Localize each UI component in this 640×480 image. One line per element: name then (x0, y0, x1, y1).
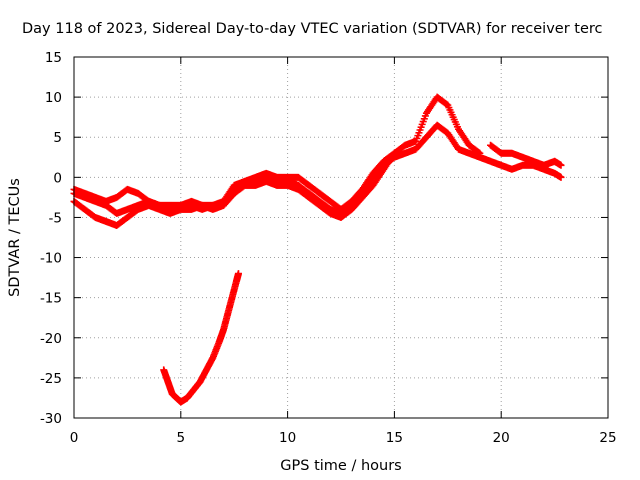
x-tick-label: 0 (70, 430, 79, 446)
data-point (557, 161, 565, 169)
series-track-5 (160, 270, 242, 406)
data-point (389, 150, 397, 158)
y-tick-label: -30 (40, 411, 62, 427)
plot-frame (73, 56, 609, 419)
y-tick-label: 10 (45, 90, 62, 106)
data-point (234, 270, 242, 278)
y-tick-label: -20 (40, 331, 62, 347)
axis-ticks: 0 5 10 15 20 25 -30 -25 -20 -15 -10 -5 0 5 10 15 (40, 50, 617, 446)
data-points (70, 93, 565, 406)
data-point (390, 149, 398, 157)
x-tick-label: 10 (279, 430, 296, 446)
grid (74, 57, 608, 418)
x-tick-label: 5 (177, 430, 186, 446)
y-tick-label: 0 (53, 170, 62, 186)
series-track-4 (487, 141, 565, 169)
x-tick-label: 20 (493, 430, 510, 446)
data-point (557, 173, 565, 181)
data-point (475, 148, 483, 156)
y-tick-label: 5 (53, 130, 62, 146)
x-axis-label: GPS time / hours (280, 458, 401, 474)
y-tick-label: 15 (45, 50, 62, 66)
y-axis-label: SDTVAR / TECUs (7, 178, 23, 297)
series-track-3 (70, 149, 398, 213)
y-tick-label: -15 (40, 291, 62, 307)
data-point (476, 149, 484, 157)
x-tick-label: 25 (599, 430, 616, 446)
y-tick-label: -25 (40, 371, 62, 387)
y-tick-label: -10 (40, 251, 62, 267)
x-tick-label: 15 (386, 430, 403, 446)
chart-title: Day 118 of 2023, Sidereal Day-to-day VTE… (22, 21, 603, 37)
y-tick-label: -5 (49, 210, 62, 226)
